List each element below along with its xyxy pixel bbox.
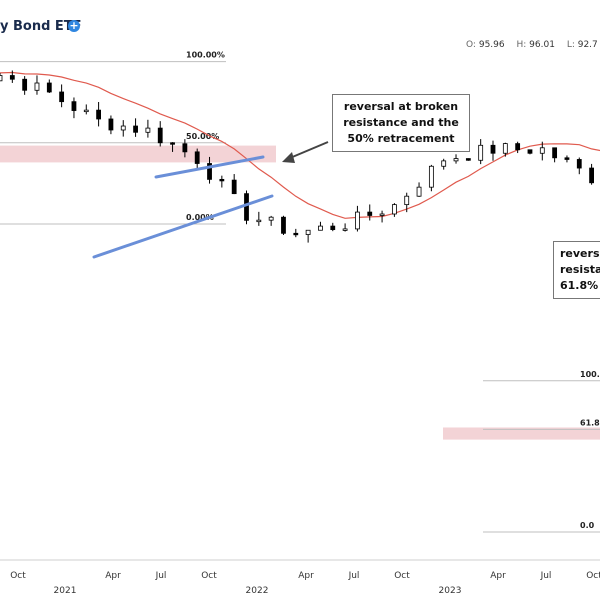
candle-body bbox=[207, 163, 212, 180]
candle-body bbox=[244, 193, 249, 221]
candle-body bbox=[465, 158, 471, 161]
wedge-lower-trendline bbox=[92, 194, 274, 259]
low-label: L: bbox=[566, 40, 575, 50]
candle-body bbox=[539, 147, 545, 154]
candle-body bbox=[576, 159, 582, 169]
candle-body bbox=[71, 101, 77, 111]
x-tick-label: Oct bbox=[394, 571, 410, 581]
candle-body bbox=[564, 157, 570, 160]
candle-body bbox=[83, 109, 89, 113]
candle-body bbox=[96, 109, 101, 120]
candle-body bbox=[281, 216, 286, 234]
x-tick-label: Jul bbox=[540, 571, 552, 581]
x-tick-label: Jul bbox=[348, 571, 360, 581]
candle-body bbox=[231, 179, 237, 195]
candle-body bbox=[428, 165, 434, 188]
candle-body bbox=[34, 82, 40, 91]
chart-header: y Bond ETF + O: 95.96 H: 96.01 L: 92.7 bbox=[0, 0, 600, 56]
x-tick-label: Oct bbox=[586, 571, 600, 581]
x-tick-label: 2023 bbox=[439, 586, 462, 596]
fib-level-label: 0.0 bbox=[580, 521, 595, 530]
callout-line: revers bbox=[560, 247, 600, 260]
candle-body bbox=[342, 228, 348, 231]
candle-body bbox=[194, 151, 200, 164]
resistance-zone bbox=[0, 145, 276, 163]
candle-body bbox=[108, 118, 114, 131]
candle-body bbox=[9, 75, 15, 80]
open-label: O: bbox=[466, 40, 476, 50]
resistance-zone bbox=[443, 427, 600, 440]
callout-line: resista bbox=[560, 263, 600, 276]
candle-body bbox=[589, 167, 594, 184]
candle-body bbox=[318, 225, 323, 231]
ohlc-readout: O: 95.96 H: 96.01 L: 92.7 bbox=[466, 40, 600, 50]
candle-body bbox=[416, 186, 422, 197]
fib-level-label: 100.0 bbox=[580, 370, 600, 379]
x-tick-label: 2022 bbox=[246, 586, 269, 596]
fib-level-label: 50.00% bbox=[186, 132, 219, 141]
fib-level-label: 61.8 bbox=[580, 418, 600, 427]
candle-body bbox=[182, 143, 188, 153]
candle-body bbox=[145, 127, 151, 133]
annotation-callout-reversal-50: reversal at broken resistance and the 50… bbox=[332, 94, 470, 152]
candle-body bbox=[330, 225, 336, 231]
callout-line: 61.8% bbox=[560, 279, 599, 292]
candle-body bbox=[367, 211, 373, 216]
candle-body bbox=[515, 143, 521, 151]
callout-line: reversal at broken bbox=[343, 100, 459, 113]
candle-body bbox=[453, 158, 459, 162]
candle-body bbox=[391, 204, 397, 215]
x-tick-label: Apr bbox=[105, 571, 121, 581]
fib-level-label: 100.00% bbox=[186, 51, 225, 60]
annotation-callout-reversal-618: revers resista 61.8% bbox=[553, 241, 600, 299]
chart-title: y Bond ETF bbox=[0, 19, 82, 34]
candle-body bbox=[502, 143, 508, 154]
callout-arrow-head bbox=[282, 152, 295, 163]
candle-body bbox=[133, 125, 138, 133]
wedge-upper-trendline bbox=[154, 155, 265, 179]
callout-line: 50% retracement bbox=[347, 132, 455, 145]
open-value: 95.96 bbox=[478, 40, 505, 50]
moving-average-line bbox=[0, 71, 600, 219]
candle-body bbox=[305, 229, 311, 235]
candle-body bbox=[219, 178, 225, 182]
fib-level-label: 0.00% bbox=[186, 213, 214, 222]
candle-body bbox=[256, 219, 262, 223]
candle-body bbox=[268, 216, 274, 221]
candle-body bbox=[170, 142, 175, 145]
candle-body bbox=[0, 75, 3, 82]
candle-body bbox=[293, 232, 299, 236]
x-tick-label: Oct bbox=[10, 571, 26, 581]
candle-body bbox=[46, 82, 52, 93]
candle-body bbox=[355, 211, 360, 230]
candle-body bbox=[478, 144, 484, 161]
plus-circle-icon[interactable]: + bbox=[68, 19, 80, 32]
candle-body bbox=[552, 147, 558, 159]
x-tick-label: Oct bbox=[201, 571, 217, 581]
x-tick-label: Apr bbox=[490, 571, 506, 581]
high-label: H: bbox=[516, 40, 527, 50]
x-tick-label: Jul bbox=[155, 571, 167, 581]
candle-body bbox=[379, 213, 385, 216]
callout-line: resistance and the bbox=[343, 116, 459, 129]
high-value: 96.01 bbox=[529, 40, 555, 50]
candle-body bbox=[120, 125, 126, 131]
candle-body bbox=[490, 144, 496, 154]
x-axis-band bbox=[0, 560, 600, 600]
candle-body bbox=[22, 78, 28, 91]
x-tick-label: Apr bbox=[298, 571, 314, 581]
candle-body bbox=[59, 91, 65, 103]
callout-arrow-line bbox=[289, 141, 329, 159]
candle-body bbox=[441, 160, 447, 167]
x-tick-label: 2021 bbox=[54, 586, 77, 596]
candle-body bbox=[157, 127, 163, 144]
candle-body bbox=[404, 195, 410, 206]
candle-body bbox=[527, 149, 533, 154]
low-value: 92.7 bbox=[577, 40, 598, 50]
